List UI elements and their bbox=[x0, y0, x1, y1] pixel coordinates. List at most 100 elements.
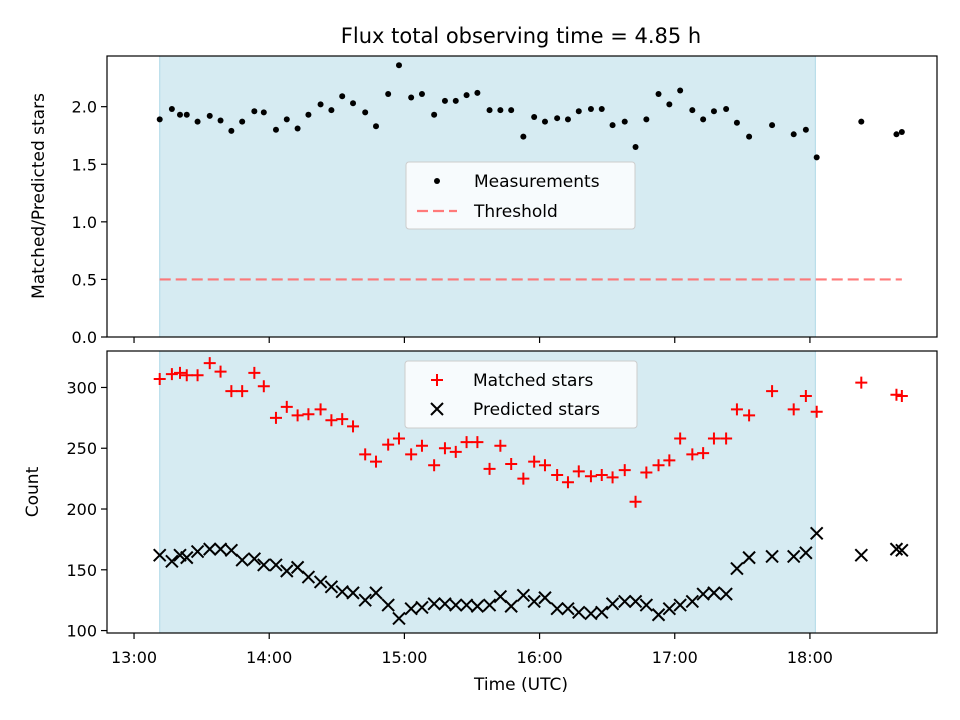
matched-star-point bbox=[248, 366, 261, 379]
ratio-y-tick-label: 0.0 bbox=[72, 328, 97, 347]
predicted-star-point bbox=[584, 606, 598, 621]
predicted-star-point bbox=[595, 605, 609, 620]
predicted-star-point bbox=[165, 554, 179, 568]
matched-star-point bbox=[203, 357, 216, 370]
predicted-star-point bbox=[707, 586, 721, 600]
matched-star-point bbox=[336, 413, 349, 426]
matched-stars-series bbox=[153, 357, 908, 508]
predicted-star-point bbox=[153, 548, 167, 562]
legend-predicted-marker bbox=[430, 402, 444, 416]
measurement-point bbox=[609, 122, 616, 129]
count-y-tick-label: 200 bbox=[66, 500, 97, 519]
measurement-point bbox=[251, 108, 258, 115]
measurement-point bbox=[531, 114, 538, 121]
predicted-star-point bbox=[809, 526, 824, 541]
matched-star-point bbox=[697, 447, 710, 460]
matched-star-point bbox=[494, 439, 507, 452]
predicted-star-point bbox=[504, 599, 518, 613]
matched-star-point bbox=[382, 438, 395, 451]
matched-star-point bbox=[165, 368, 178, 381]
ratio-y-tick-label: 1.5 bbox=[72, 155, 97, 174]
x-tick-label: 15:00 bbox=[381, 648, 427, 667]
predicted-star-point bbox=[459, 598, 474, 612]
measurement-point bbox=[723, 105, 730, 112]
matched-star-point bbox=[370, 455, 383, 468]
matched-star-point bbox=[405, 448, 418, 461]
legend-measurements-marker bbox=[434, 178, 440, 184]
measurement-point bbox=[621, 118, 628, 125]
ratio-y-tick-label: 2.0 bbox=[72, 98, 97, 117]
matched-star-point bbox=[191, 369, 204, 382]
legend-matched-label: Matched stars bbox=[473, 371, 593, 391]
predicted-star-point bbox=[493, 589, 508, 604]
predicted-star-point bbox=[527, 594, 541, 609]
predicted-star-point bbox=[799, 546, 813, 560]
matched-star-point bbox=[855, 376, 868, 389]
predicted-star-point bbox=[235, 553, 249, 567]
count-y-tick-label: 150 bbox=[66, 561, 97, 580]
measurement-point bbox=[898, 129, 905, 136]
measurement-point bbox=[564, 116, 571, 123]
predicted-star-point bbox=[392, 611, 406, 626]
measurement-point bbox=[328, 107, 335, 114]
count-y-tick-label: 100 bbox=[66, 622, 97, 641]
predicted-star-point bbox=[854, 548, 869, 562]
matched-star-point bbox=[302, 408, 315, 421]
matched-star-point bbox=[663, 454, 676, 467]
predicted-star-point bbox=[651, 608, 666, 622]
measurement-point bbox=[441, 97, 448, 104]
predicted-star-point bbox=[415, 600, 429, 615]
measurement-point bbox=[272, 126, 279, 133]
measurement-point bbox=[418, 91, 425, 98]
predicted-star-point bbox=[224, 543, 239, 558]
measurement-point bbox=[408, 94, 415, 101]
predicted-star-point bbox=[628, 594, 643, 609]
matched-star-point bbox=[291, 409, 304, 422]
measurement-point bbox=[710, 108, 717, 115]
matched-star-point bbox=[225, 385, 238, 398]
matched-star-point bbox=[572, 465, 585, 478]
measurement-point bbox=[497, 107, 504, 114]
count-y-tick-label: 300 bbox=[66, 378, 97, 397]
measurement-point bbox=[769, 122, 776, 129]
measurement-point bbox=[385, 91, 392, 98]
predicted-star-point bbox=[662, 601, 677, 616]
matched-star-point bbox=[153, 372, 166, 385]
predicted-star-point bbox=[618, 594, 632, 609]
matched-star-point bbox=[483, 462, 496, 475]
matched-star-point bbox=[438, 442, 451, 455]
matched-star-point bbox=[505, 458, 518, 471]
predicted-star-point bbox=[301, 570, 316, 584]
measurement-point bbox=[541, 118, 548, 125]
measurement-point bbox=[858, 118, 865, 125]
matched-star-point bbox=[314, 403, 327, 416]
measurement-point bbox=[677, 87, 684, 94]
predicted-star-point bbox=[482, 598, 497, 612]
matched-star-point bbox=[720, 432, 733, 445]
matched-star-point bbox=[449, 445, 462, 458]
measurement-point bbox=[228, 127, 235, 134]
predicted-star-point bbox=[742, 550, 756, 565]
predicted-star-point bbox=[685, 594, 700, 609]
predicted-star-point bbox=[673, 598, 687, 612]
count-legend: Matched stars Predicted stars bbox=[404, 360, 638, 429]
x-tick-label: 16:00 bbox=[517, 648, 563, 667]
matched-star-point bbox=[707, 432, 720, 445]
predicted-star-point bbox=[730, 561, 744, 576]
measurement-point bbox=[305, 111, 312, 118]
measurement-point bbox=[395, 62, 402, 69]
matched-star-point bbox=[517, 472, 530, 485]
predicted-star-point bbox=[639, 598, 654, 612]
measurement-point bbox=[587, 105, 594, 112]
matched-star-point bbox=[584, 470, 597, 483]
legend-threshold-label: Threshold bbox=[473, 202, 558, 222]
matched-star-point bbox=[180, 369, 193, 382]
predicted-star-point bbox=[538, 591, 552, 605]
predicted-star-point bbox=[561, 601, 575, 616]
measurement-point bbox=[373, 123, 380, 130]
measurement-point bbox=[260, 109, 267, 116]
measurement-point bbox=[575, 108, 582, 115]
measurement-point bbox=[156, 116, 163, 123]
measurement-point bbox=[632, 143, 639, 150]
count-y-axis-label: Count bbox=[23, 466, 43, 517]
